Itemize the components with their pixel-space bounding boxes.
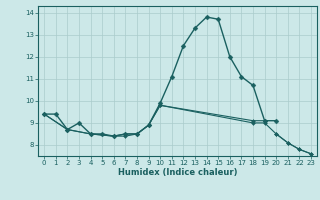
X-axis label: Humidex (Indice chaleur): Humidex (Indice chaleur) — [118, 168, 237, 177]
